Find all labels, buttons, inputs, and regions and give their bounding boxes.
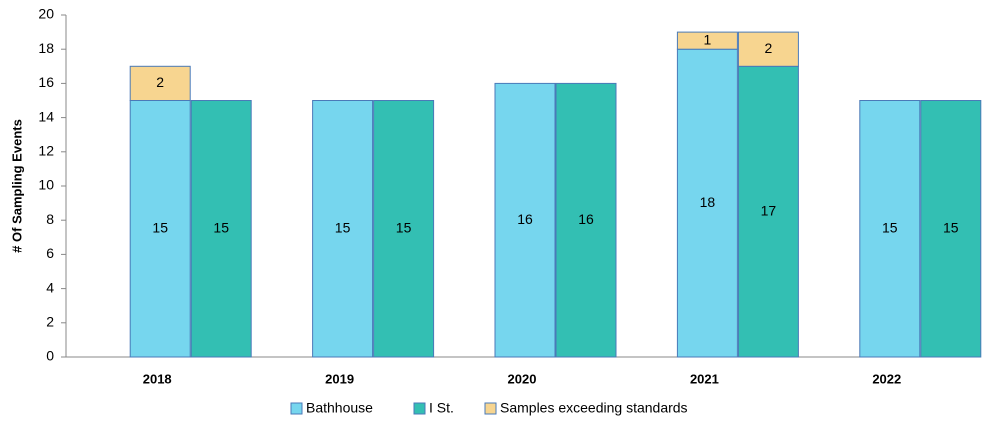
legend-label: Bathhouse <box>306 400 373 416</box>
bar-exceeding-label: 2 <box>156 74 164 90</box>
bar <box>373 100 435 358</box>
bar-label: 17 <box>761 202 777 218</box>
y-tick-label: 20 <box>38 6 54 22</box>
bar-exceeding-label: 1 <box>704 31 712 47</box>
y-tick-label: 12 <box>38 143 54 159</box>
bar-label: 15 <box>335 219 351 235</box>
y-tick-label: 2 <box>46 314 54 330</box>
legend-swatch <box>484 402 497 415</box>
x-tick-label: 2020 <box>508 371 537 386</box>
x-tick-label: 2021 <box>690 371 719 386</box>
bar-label: 16 <box>578 211 594 227</box>
y-tick-label: 14 <box>38 108 54 124</box>
bar <box>129 100 191 358</box>
legend-swatch <box>290 402 303 415</box>
bar-exceeding <box>676 31 738 50</box>
bar <box>555 82 617 358</box>
bar <box>859 100 921 358</box>
bar-label: 15 <box>396 219 412 235</box>
bar-label: 15 <box>152 219 168 235</box>
y-axis-label: # Of Sampling Events <box>9 119 24 253</box>
y-tick-label: 18 <box>38 40 54 56</box>
legend-label: I St. <box>429 400 454 416</box>
bar-label: 18 <box>700 194 716 210</box>
bar-label: 15 <box>882 219 898 235</box>
legend-label: Samples exceeding standards <box>500 400 688 416</box>
y-tick-label: 6 <box>46 245 54 261</box>
y-tick-label: 4 <box>46 279 54 295</box>
bar <box>737 65 799 358</box>
bar-label: 15 <box>213 219 229 235</box>
bar-label: 15 <box>943 219 959 235</box>
bar-exceeding-label: 2 <box>765 40 773 56</box>
legend-swatch <box>413 402 426 415</box>
bar <box>494 82 556 358</box>
bar-exceeding <box>737 31 799 67</box>
x-tick-label: 2022 <box>872 371 901 386</box>
y-tick-label: 8 <box>46 211 54 227</box>
bar-label: 16 <box>517 211 533 227</box>
bar <box>190 100 252 358</box>
bar-exceeding <box>129 65 191 102</box>
bar <box>312 100 374 358</box>
y-tick-label: 10 <box>38 177 54 193</box>
y-tick-label: 0 <box>46 348 54 364</box>
bar <box>920 100 982 358</box>
bar <box>676 48 738 358</box>
x-tick-label: 2019 <box>325 371 354 386</box>
x-tick-label: 2018 <box>143 371 172 386</box>
y-tick-label: 16 <box>38 74 54 90</box>
